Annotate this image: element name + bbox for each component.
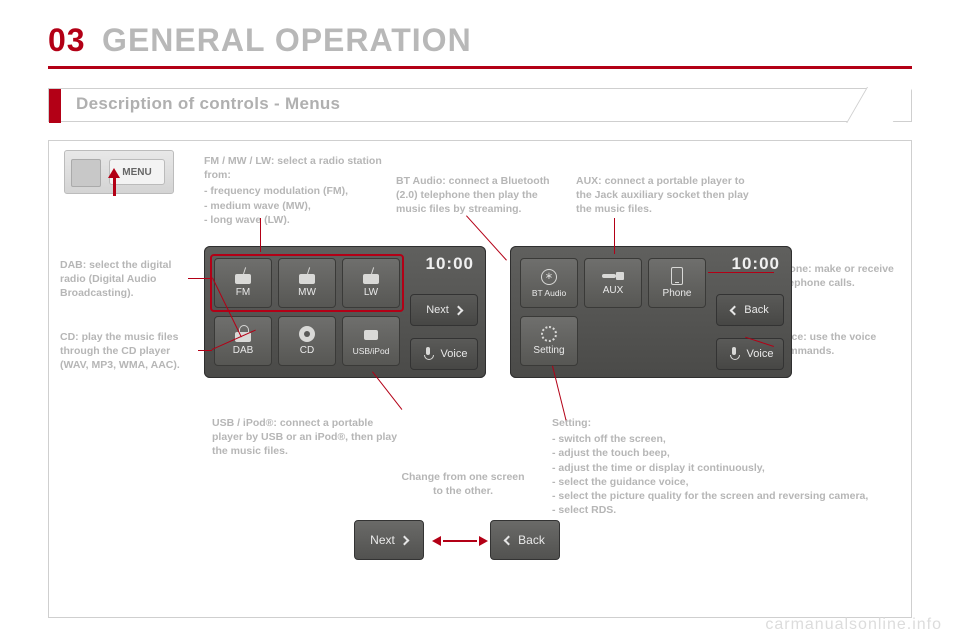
watermark: carmanualsonline.info xyxy=(765,616,942,634)
tile-cd[interactable]: CD xyxy=(278,316,336,366)
tile-aux-label: AUX xyxy=(603,285,624,296)
ann-bt: BT Audio: connect a Bluetooth (2.0) tele… xyxy=(396,174,564,217)
ann-dab: DAB: select the digital radio (Digital A… xyxy=(60,258,188,301)
ann-set-b1: adjust the touch beep, xyxy=(552,446,890,460)
screen2-voice-label: Voice xyxy=(747,348,774,360)
chevron-left-icon xyxy=(504,535,514,545)
ann-set-b4: select the picture quality for the scree… xyxy=(552,489,890,503)
ann-fm-b0: frequency modulation (FM), xyxy=(204,184,384,198)
tile-mw[interactable]: MW xyxy=(278,258,336,308)
touchscreen-1: 10:00 FM MW LW DAB CD USB/iPod Next xyxy=(204,246,486,378)
tile-dab-label: DAB xyxy=(233,345,254,356)
tile-usb-label: USB/iPod xyxy=(353,346,390,356)
voice-icon xyxy=(727,347,741,361)
ann-usb: USB / iPod®: connect a portable player b… xyxy=(212,416,400,459)
ann-setting-list: switch off the screen, adjust the touch … xyxy=(552,432,890,517)
ann-voice: Voice: use the voice commands. xyxy=(776,330,916,358)
tile-bt[interactable]: ∗ BT Audio xyxy=(520,258,578,308)
leader-cd-h xyxy=(198,350,212,351)
ann-cd: CD: play the music files through the CD … xyxy=(60,330,200,373)
screen1-clock: 10:00 xyxy=(426,254,474,274)
subheader: Description of controls - Menus xyxy=(48,88,912,124)
tile-cd-label: CD xyxy=(300,345,314,356)
chapter-rule xyxy=(48,66,912,69)
phone-icon xyxy=(671,267,683,285)
tile-lw[interactable]: LW xyxy=(342,258,400,308)
leader-fm xyxy=(260,218,261,252)
radio-icon xyxy=(296,268,318,284)
usb-icon xyxy=(360,327,382,343)
ann-fm-b2: long wave (LW). xyxy=(204,213,384,227)
ann-change: Change from one screen to the other. xyxy=(388,470,538,498)
chapter-header: 03 GENERAL OPERATION xyxy=(48,22,912,59)
hardware-knob xyxy=(71,159,101,187)
screen2-clock: 10:00 xyxy=(732,254,780,274)
ann-set-b5: select RDS. xyxy=(552,503,890,517)
tile-bt-label: BT Audio xyxy=(532,288,566,298)
swap-arrow xyxy=(432,536,488,546)
touchscreen-2: 10:00 ∗ BT Audio AUX Phone Setting Back … xyxy=(510,246,792,378)
ann-set-b3: select the guidance voice, xyxy=(552,475,890,489)
tile-usb[interactable]: USB/iPod xyxy=(342,316,400,366)
ann-set-b2: adjust the time or display it continuous… xyxy=(552,461,890,475)
bottom-back-button[interactable]: Back xyxy=(490,520,560,560)
screen2-back[interactable]: Back xyxy=(716,294,784,326)
chevron-left-icon xyxy=(730,305,740,315)
tile-phone[interactable]: Phone xyxy=(648,258,706,308)
leader-dab-h xyxy=(188,278,212,279)
ann-fm: FM / MW / LW: select a radio station fro… xyxy=(204,154,384,227)
screen2-back-label: Back xyxy=(744,304,768,316)
tile-lw-label: LW xyxy=(364,287,378,298)
chapter-number: 03 xyxy=(48,22,86,59)
bluetooth-icon: ∗ xyxy=(541,269,557,285)
chevron-right-icon xyxy=(399,535,409,545)
leader-phone xyxy=(708,272,774,273)
chapter-title: GENERAL OPERATION xyxy=(102,22,472,59)
bottom-next-button[interactable]: Next xyxy=(354,520,424,560)
screen2-voice[interactable]: Voice xyxy=(716,338,784,370)
ann-setting: Setting: switch off the screen, adjust t… xyxy=(552,416,890,517)
subheader-text: Description of controls - Menus xyxy=(76,94,340,114)
tile-mw-label: MW xyxy=(298,287,316,298)
tile-setting[interactable]: Setting xyxy=(520,316,578,366)
radio-icon xyxy=(232,268,254,284)
tile-phone-label: Phone xyxy=(663,288,692,299)
screen1-voice-label: Voice xyxy=(441,348,468,360)
tile-setting-label: Setting xyxy=(533,345,564,356)
ann-setting-title: Setting: xyxy=(552,416,890,430)
bottom-back-label: Back xyxy=(518,533,545,547)
ann-fm-b1: medium wave (MW), xyxy=(204,199,384,213)
tile-dab[interactable]: DAB xyxy=(214,316,272,366)
screen1-voice[interactable]: Voice xyxy=(410,338,478,370)
leader-aux xyxy=(614,218,615,254)
manual-page: 03 GENERAL OPERATION Description of cont… xyxy=(0,0,960,640)
tile-fm-label: FM xyxy=(236,287,250,298)
cd-icon xyxy=(299,326,315,342)
ann-aux: AUX: connect a portable player to the Ja… xyxy=(576,174,760,217)
aux-icon xyxy=(602,270,624,282)
ann-phone: Phone: make or receive telephone calls. xyxy=(776,262,916,290)
screen1-next[interactable]: Next xyxy=(410,294,478,326)
ann-fm-title: FM / MW / LW: select a radio station fro… xyxy=(204,154,384,182)
chevron-right-icon xyxy=(453,305,463,315)
bottom-next-label: Next xyxy=(370,533,395,547)
voice-icon xyxy=(421,347,435,361)
radio-icon xyxy=(360,268,382,284)
ann-set-b0: switch off the screen, xyxy=(552,432,890,446)
gear-icon xyxy=(541,326,557,342)
tile-aux[interactable]: AUX xyxy=(584,258,642,308)
ann-fm-list: frequency modulation (FM), medium wave (… xyxy=(204,184,384,227)
screen1-next-label: Next xyxy=(426,304,449,316)
